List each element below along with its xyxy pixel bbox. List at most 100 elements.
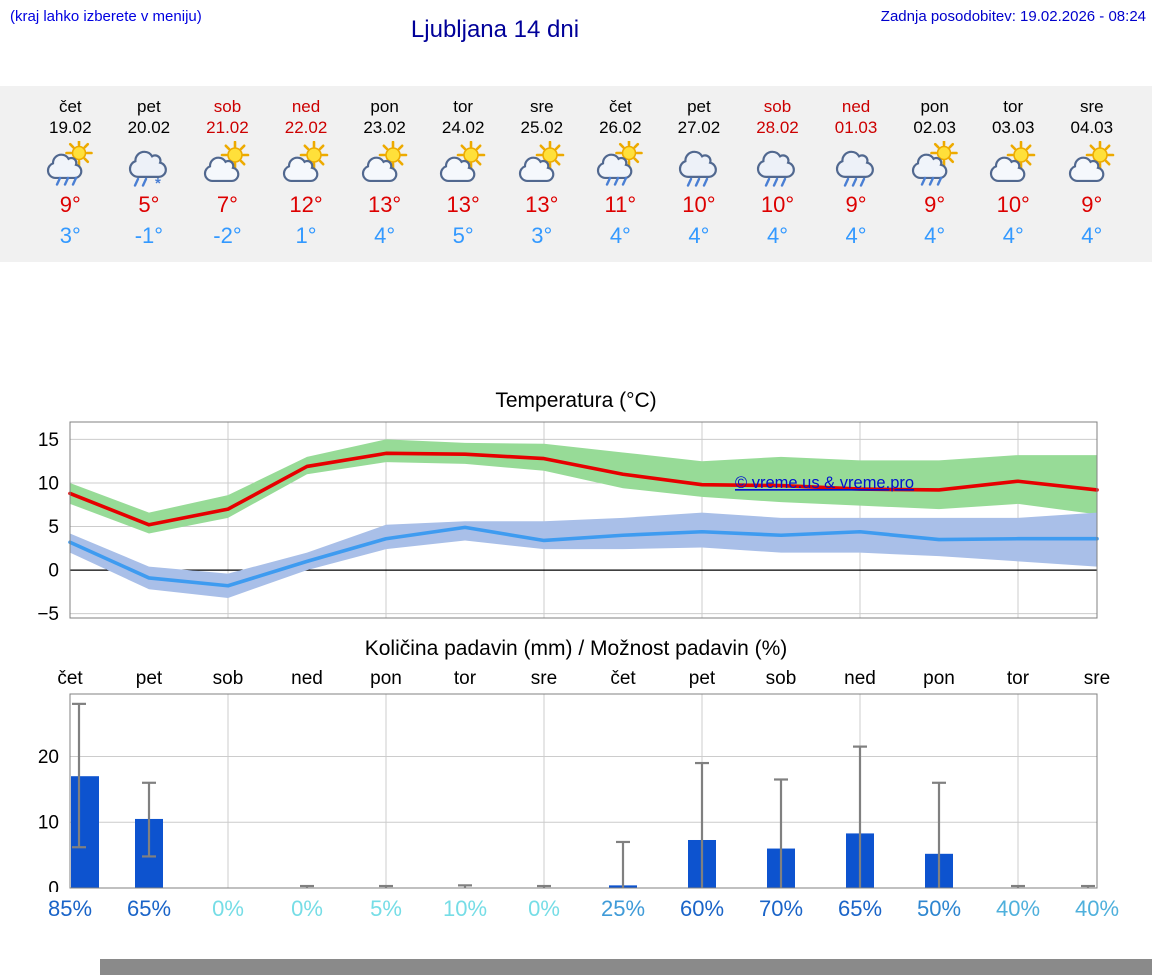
low-temp: 4° [845, 223, 867, 248]
sun-cloud-icon [282, 140, 329, 183]
precip-y-tick: 10 [38, 813, 59, 834]
precip-probability: 0% [212, 896, 244, 921]
day-name: pet [137, 97, 161, 116]
forecast-day-pet-20.02[interactable]: pet 20.02 * 5° -1° [110, 96, 189, 262]
sun-cloud-rain-icon [47, 139, 94, 186]
day-date: 04.03 [1070, 118, 1114, 137]
forecast-day-sre-04.03[interactable]: sre 04.03 9° 4° [1053, 96, 1132, 262]
low-temp: 4° [688, 223, 710, 248]
temp-y-tick: 10 [38, 473, 59, 494]
precip-day-label: sob [212, 668, 244, 689]
temp-y-tick: 15 [38, 430, 59, 451]
day-name: pon [920, 97, 949, 116]
low-temp: 4° [374, 223, 396, 248]
precip-probability: 85% [47, 896, 93, 921]
precip-probability: 65% [837, 896, 883, 921]
low-temp: -2° [213, 223, 242, 248]
low-temp: 3° [531, 223, 553, 248]
precip-day-label: pet [688, 668, 716, 689]
precip-probability: 40% [1074, 896, 1120, 921]
cloud-sleet-icon: * [128, 150, 167, 192]
high-temp: 13° [446, 192, 480, 217]
forecast-day-tor-03.03[interactable]: tor 03.03 10° 4° [974, 96, 1053, 262]
precip-day-label: ned [844, 668, 876, 689]
day-date: 26.02 [599, 118, 642, 137]
day-name: tor [453, 97, 474, 116]
precip-probability: 5% [370, 896, 402, 921]
weather-icon-wrap [345, 140, 424, 191]
high-temp: 7° [216, 192, 238, 217]
temp-y-tick: 0 [48, 561, 59, 582]
precip-bar [71, 776, 99, 888]
day-date: 21.02 [206, 118, 249, 137]
sun-cloud-icon [518, 140, 565, 183]
menu-hint-link[interactable]: (kraj lahko izberete v meniju) [10, 8, 202, 25]
weather-icon-wrap [817, 141, 896, 191]
low-temp: 4° [766, 223, 789, 248]
forecast-day-ned-01.03[interactable]: ned 01.03 9° 4° [817, 96, 896, 262]
weather-icon-wrap [1053, 140, 1132, 191]
precip-day-label: pon [923, 668, 955, 689]
forecast-day-ned-22.02[interactable]: ned 22.02 12° 1° [267, 96, 346, 262]
day-date: 03.03 [991, 118, 1035, 137]
high-temp: 12° [289, 192, 323, 217]
day-name: sob [213, 97, 242, 116]
forecast-day-pon-02.03[interactable]: pon 02.03 9° 4° [895, 96, 974, 262]
sun-cloud-icon [1068, 140, 1115, 183]
min-temp-line [68, 525, 1099, 588]
forecast-day-sob-28.02[interactable]: sob 28.02 10° 4° [738, 96, 817, 262]
precip-day-labels-row: čet pet sob ned pon tor sre čet pet sob ned pon tor s… [0, 664, 1152, 692]
high-temp: 10° [760, 192, 795, 217]
precip-day-label: sre [1083, 668, 1111, 689]
temperature-chart: −5 0 5 10 15 © vreme.us & vreme.pro [37, 421, 1099, 625]
max-temp-line [68, 451, 1099, 527]
forecast-day-sob-21.02[interactable]: sob 21.02 7° -2° [188, 96, 267, 262]
high-temp: 9° [924, 192, 946, 217]
weather-icon-wrap [502, 140, 581, 191]
weather-icon-wrap [738, 141, 817, 191]
day-name: sre [529, 97, 554, 116]
last-update-text: Zadnja posodobitev: 19.02.2026 - 08:24 [880, 8, 1146, 25]
forecast-strip: čet 19.02 9° 3° pet 20.02 * 5° -1° sob 21.02 7° -2° n… [0, 86, 1152, 262]
day-name: sre [1079, 97, 1104, 116]
weather-icon-wrap [660, 141, 739, 191]
high-temp: 10° [682, 192, 716, 217]
precip-probability: 0% [528, 896, 560, 921]
topbar: (kraj lahko izberete v meniju) Ljubljana… [0, 0, 1152, 86]
precip-probability-row: 85% 65% 0% 0% 5% 10% 0% 25% 60% 70% 65% 50% 40% 40% [0, 896, 1152, 928]
weather-icon-wrap [895, 139, 974, 191]
forecast-day-čet-26.02[interactable]: čet 26.02 11° 4° [581, 96, 660, 262]
precip-probability: 50% [916, 896, 962, 921]
sun-cloud-rain-icon [597, 139, 644, 186]
temp-y-tick: −5 [37, 604, 59, 625]
page-title: Ljubljana 14 dni [410, 16, 580, 43]
cloud-rain-icon [678, 150, 717, 187]
watermark-link[interactable]: © vreme.us & vreme.pro [735, 474, 914, 492]
forecast-day-sre-25.02[interactable]: sre 25.02 13° 3° [502, 96, 581, 262]
precip-day-label: tor [453, 668, 477, 689]
forecast-day-čet-19.02[interactable]: čet 19.02 9° 3° [31, 96, 110, 262]
forecast-day-pet-27.02[interactable]: pet 27.02 10° 4° [660, 96, 739, 262]
bottom-scrollbar[interactable] [100, 959, 1152, 975]
day-date: 23.02 [363, 118, 406, 137]
precip-y-tick: 0 [48, 879, 59, 893]
weather-icon-wrap [188, 140, 267, 191]
day-date: 24.02 [441, 118, 485, 137]
day-name: čet [58, 97, 82, 116]
low-temp: 1° [295, 223, 317, 248]
forecast-day-pon-23.02[interactable]: pon 23.02 13° 4° [345, 96, 424, 262]
day-date: 02.03 [913, 118, 956, 137]
sun-cloud-rain-icon [911, 139, 958, 186]
precip-day-label: sob [765, 668, 797, 689]
sun-cloud-icon [990, 140, 1036, 183]
precip-day-label: tor [1006, 668, 1030, 689]
temp-y-tick: 5 [48, 517, 59, 538]
cloud-rain-icon [757, 150, 796, 187]
low-temp: 4° [924, 223, 946, 248]
precipitation-chart-title: Količina padavin (mm) / Možnost padavin … [364, 637, 788, 660]
low-temp: 4° [609, 223, 631, 248]
weather-icon-wrap [974, 140, 1053, 191]
high-temp: 11° [604, 192, 637, 217]
forecast-day-tor-24.02[interactable]: tor 24.02 13° 5° [424, 96, 503, 262]
